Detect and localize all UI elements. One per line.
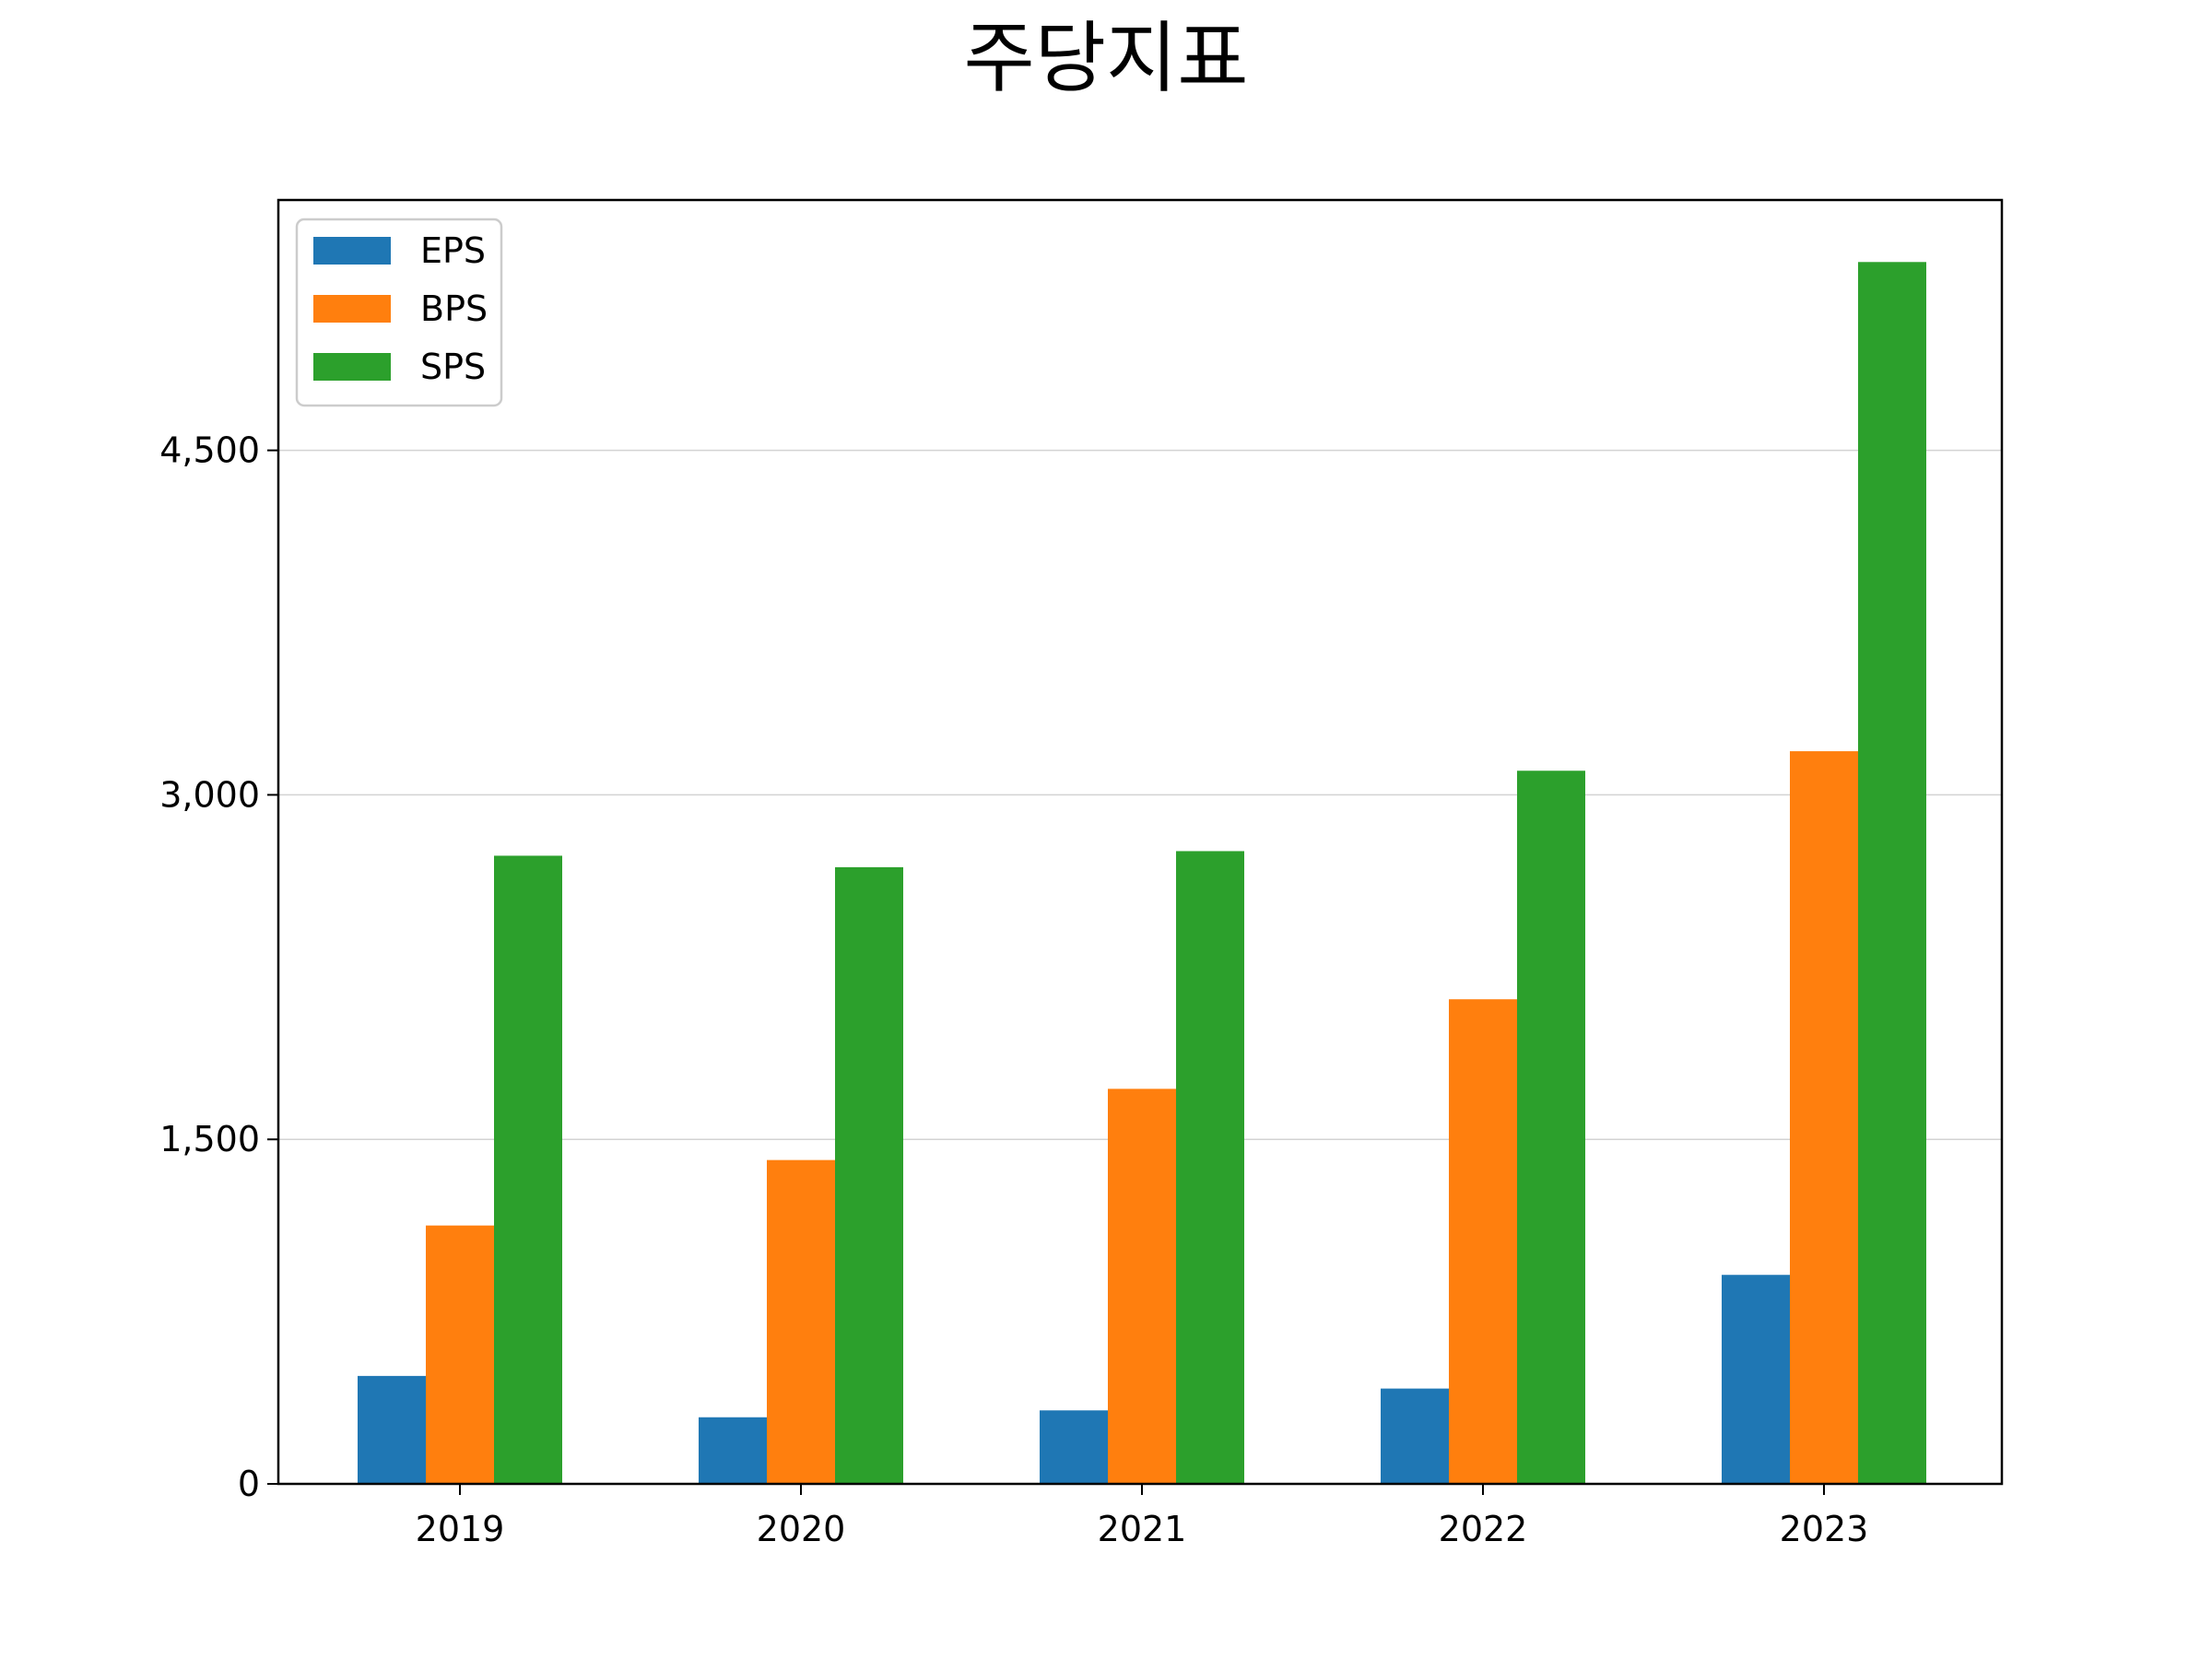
y-tick-label: 3,000 [159, 774, 260, 815]
legend: EPS BPS SPS [295, 218, 503, 407]
bar-sps-2023 [1858, 262, 1926, 1484]
x-tick-label: 2019 [416, 1509, 505, 1549]
chart-title: 주당지표 [963, 13, 1248, 103]
legend-swatch-sps [313, 353, 391, 381]
legend-label-bps: BPS [420, 288, 488, 329]
bar-sps-2022 [1517, 771, 1585, 1484]
bar-eps-2023 [1722, 1275, 1790, 1484]
x-axis: 2019 2020 2021 2022 2023 [416, 1484, 1869, 1549]
y-tick-label: 1,500 [159, 1119, 260, 1159]
bar-eps-2020 [699, 1417, 767, 1484]
bar-bps-2019 [426, 1225, 494, 1484]
x-tick-label: 2022 [1439, 1509, 1528, 1549]
y-axis: 0 1,500 3,000 4,500 [159, 430, 278, 1504]
legend-swatch-bps [313, 295, 391, 323]
bar-sps-2021 [1176, 851, 1244, 1484]
bar-eps-2022 [1381, 1388, 1449, 1484]
bar-groups [358, 262, 1926, 1484]
x-tick-label: 2021 [1098, 1509, 1187, 1549]
bar-sps-2020 [835, 866, 903, 1484]
bar-eps-2021 [1040, 1410, 1108, 1484]
bar-eps-2019 [358, 1375, 426, 1484]
y-tick-label: 0 [238, 1464, 260, 1504]
legend-label-sps: SPS [420, 347, 486, 387]
bar-bps-2020 [767, 1159, 835, 1484]
bar-bps-2023 [1790, 751, 1858, 1484]
bar-bps-2022 [1449, 999, 1517, 1484]
legend-label-eps: EPS [420, 230, 486, 271]
x-tick-label: 2020 [757, 1509, 846, 1549]
y-tick-label: 4,500 [159, 430, 260, 471]
plot-frame [276, 198, 2004, 1486]
bar-bps-2021 [1108, 1088, 1176, 1484]
bar-sps-2019 [494, 855, 562, 1484]
x-tick-label: 2023 [1780, 1509, 1869, 1549]
legend-swatch-eps [313, 237, 391, 265]
